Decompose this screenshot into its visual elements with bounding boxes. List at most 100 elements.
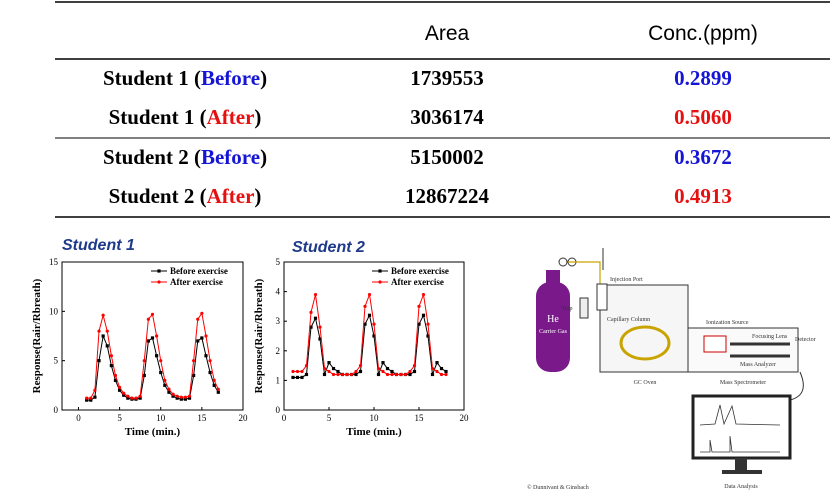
x-tick-label: 10 (156, 413, 166, 423)
marker (97, 359, 101, 363)
row-label: Student 1 (Before) (103, 66, 267, 90)
x-tick-label: 0 (282, 413, 287, 423)
marker (439, 372, 444, 377)
marker (318, 325, 322, 329)
marker (372, 334, 376, 338)
marker (444, 372, 448, 377)
row-condition: After (207, 184, 255, 208)
marker (304, 364, 309, 368)
trap (579, 297, 589, 319)
marker (331, 372, 336, 377)
marker (417, 322, 421, 326)
gas-label: Carrier Gas (539, 329, 567, 335)
marker (142, 359, 146, 363)
marker (159, 370, 163, 375)
marker (89, 398, 93, 402)
legend-marker (157, 269, 161, 273)
marker (179, 397, 183, 401)
marker (212, 378, 216, 382)
marker (109, 354, 113, 358)
marker (155, 354, 159, 358)
monitor (691, 394, 792, 460)
marker (435, 361, 439, 365)
marker (300, 375, 304, 380)
x-tick-label: 10 (370, 413, 380, 423)
marker (130, 396, 134, 400)
label: Detector (795, 337, 816, 343)
x-tick-label: 5 (327, 413, 332, 423)
marker (358, 364, 363, 368)
marker (291, 369, 295, 374)
marker (412, 364, 417, 368)
marker (171, 392, 175, 396)
marker (408, 372, 412, 377)
marker (97, 329, 101, 333)
marker (105, 329, 109, 333)
marker (354, 372, 358, 377)
legend-label: Before exercise (391, 266, 449, 276)
marker (390, 372, 394, 377)
ion-source (703, 335, 727, 353)
marker (146, 339, 150, 343)
label: Capillary Column (607, 317, 650, 323)
spectrum (700, 435, 780, 453)
marker (336, 369, 340, 374)
x-tick-label: 20 (460, 413, 470, 423)
marker (105, 344, 109, 348)
marker (358, 369, 363, 374)
marker (192, 373, 196, 378)
marker (216, 390, 220, 394)
legend-label: Before exercise (170, 266, 228, 276)
label: Data Analysis (724, 484, 758, 490)
row-label: Student 2 (Before) (103, 145, 267, 169)
label: Injection Port (610, 277, 643, 283)
marker (163, 378, 167, 382)
chart-title: Student 2 (292, 239, 365, 256)
conc-cell: 0.5060 (674, 105, 732, 129)
y-tick-label: 5 (276, 257, 281, 267)
x-tick-label: 20 (239, 413, 249, 423)
marker (372, 322, 376, 326)
marker (208, 370, 212, 375)
legend-marker (378, 280, 382, 284)
marker (376, 366, 381, 371)
y-tick-label: 0 (276, 405, 281, 415)
conc-cell: 0.3672 (674, 145, 732, 169)
gcms-diagram: He Carrier Gas Trap Injection Port Capil… (527, 248, 816, 491)
row-suffix: ) (254, 105, 261, 129)
series-line (86, 312, 219, 399)
x-tick-label: 15 (197, 413, 207, 423)
marker (175, 396, 179, 400)
row-prefix: Student 2 ( (109, 184, 207, 208)
marker (376, 372, 381, 377)
marker (295, 375, 300, 380)
y-tick-label: 3 (276, 316, 281, 326)
marker (327, 361, 331, 365)
row-condition: Before (201, 145, 260, 169)
x-axis-label: Time (min.) (125, 426, 181, 438)
marker (381, 361, 385, 365)
marker (367, 292, 372, 297)
marker (138, 394, 142, 398)
marker (212, 383, 216, 387)
row-prefix: Student 2 ( (103, 145, 201, 169)
marker (183, 395, 188, 399)
marker (208, 359, 212, 363)
marker (216, 387, 220, 391)
marker (300, 369, 304, 374)
marker (113, 373, 118, 378)
marker (167, 387, 171, 391)
marker (126, 396, 130, 400)
marker (309, 310, 313, 314)
marker (417, 304, 421, 308)
cylinder-valve (546, 270, 560, 284)
marker (408, 369, 412, 374)
cable (789, 371, 804, 401)
marker (101, 313, 105, 317)
marker (367, 313, 372, 317)
marker (426, 334, 430, 338)
marker (309, 325, 313, 329)
y-tick-label: 10 (49, 306, 59, 316)
marker (142, 373, 146, 378)
label: Mass Spectrometer (720, 380, 766, 386)
